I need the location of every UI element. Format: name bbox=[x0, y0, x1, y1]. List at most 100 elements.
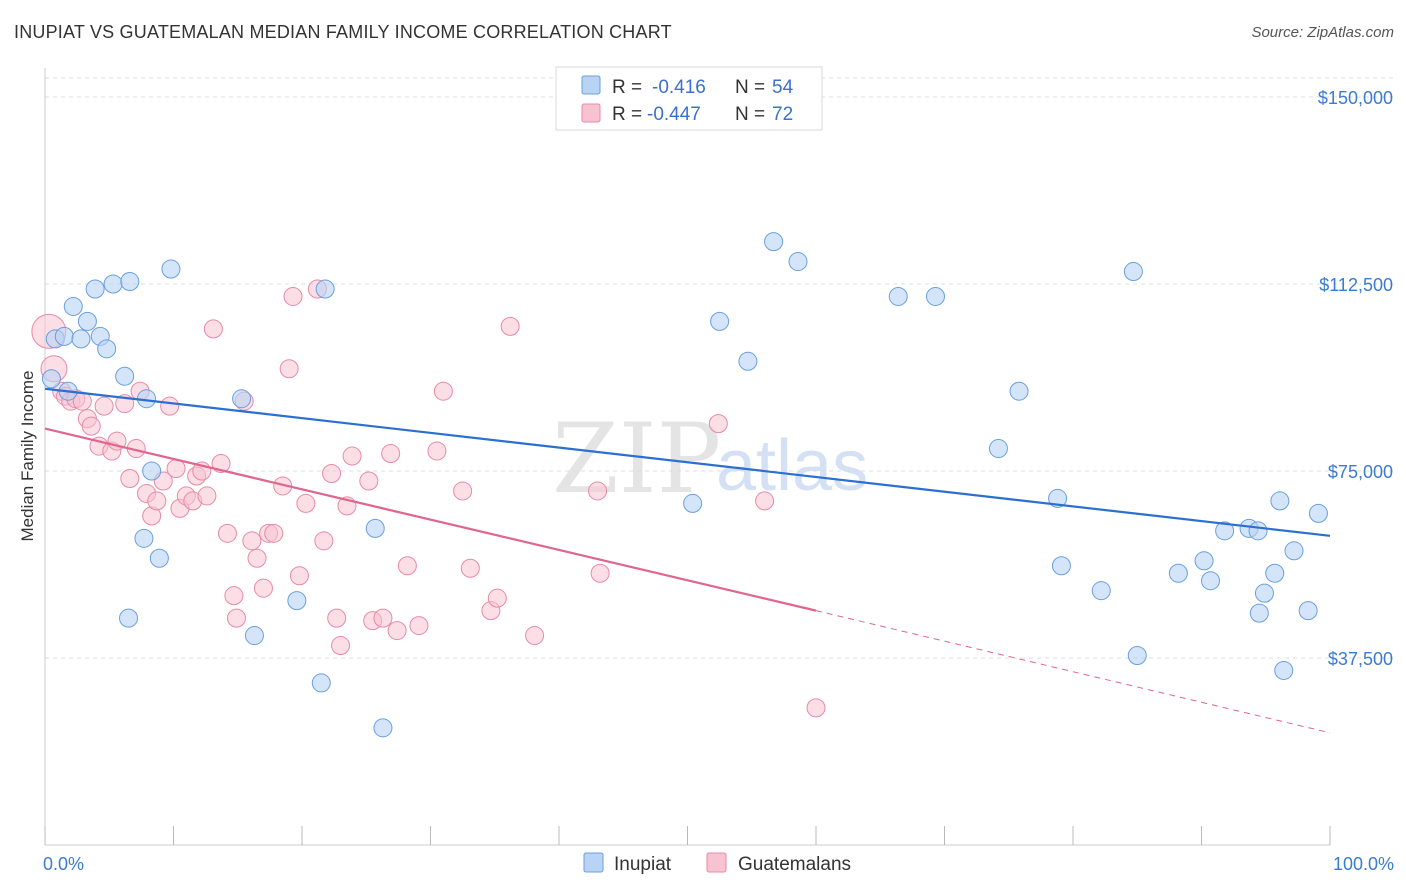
y-tick-label-0: $37,500 bbox=[1328, 649, 1393, 669]
guatemalans-point-28 bbox=[197, 486, 217, 506]
inupiat-point-21 bbox=[287, 591, 307, 611]
guatemalans-point-71 bbox=[806, 698, 826, 718]
guatemalans-point-56 bbox=[387, 621, 407, 641]
inupiat-point-53 bbox=[1308, 503, 1328, 523]
inupiat-point-48 bbox=[1265, 563, 1285, 583]
guatemalans-point-47 bbox=[322, 463, 342, 483]
inupiat-trend-line bbox=[44, 387, 1331, 537]
guatemalans-point-48 bbox=[327, 608, 347, 628]
guatemalans-point-57 bbox=[397, 556, 417, 576]
guatemalans-point-39 bbox=[264, 523, 284, 543]
legend-n-value-inupiat: 54 bbox=[772, 77, 794, 98]
guatemalans-point-58 bbox=[409, 616, 429, 636]
bottom-legend-swatch-guatemalans bbox=[706, 852, 727, 873]
guatemalans-point-61 bbox=[453, 481, 473, 501]
guatemalans-point-66 bbox=[525, 626, 545, 646]
guatemalans-point-65 bbox=[500, 316, 520, 336]
guatemalans-point-8 bbox=[81, 416, 101, 436]
inupiat-point-7 bbox=[85, 279, 105, 299]
guatemalans-point-54 bbox=[373, 608, 393, 628]
inupiat-point-29 bbox=[764, 232, 784, 252]
inupiat-point-35 bbox=[1048, 488, 1068, 508]
legend-swatch-guatemalans bbox=[581, 103, 601, 123]
guatemalans-point-35 bbox=[242, 531, 262, 551]
inupiat-point-47 bbox=[1254, 583, 1274, 603]
legend-n-label-inupiat: N = bbox=[735, 77, 765, 98]
inupiat-point-52 bbox=[1298, 601, 1318, 621]
bottom-legend-swatch-inupiat bbox=[583, 852, 604, 873]
inupiat-point-18 bbox=[161, 259, 181, 279]
bottom-legend: Inupiat Guatemalans bbox=[583, 852, 851, 875]
guatemalans-point-68 bbox=[590, 563, 610, 583]
inupiat-point-26 bbox=[683, 493, 703, 513]
inupiat-point-23 bbox=[315, 279, 335, 299]
trend-lines bbox=[44, 387, 1331, 734]
inupiat-point-9 bbox=[97, 339, 117, 359]
guatemalans-point-33 bbox=[226, 608, 246, 628]
inupiat-point-42 bbox=[1200, 571, 1220, 591]
inupiat-point-43 bbox=[1215, 521, 1235, 541]
chart-title: INUPIAT VS GUATEMALAN MEDIAN FAMILY INCO… bbox=[14, 22, 672, 42]
guatemalans-point-62 bbox=[460, 558, 480, 578]
guatemalans-point-42 bbox=[283, 286, 303, 306]
inupiat-point-49 bbox=[1270, 491, 1290, 511]
inupiat-point-10 bbox=[103, 274, 123, 294]
inupiat-point-39 bbox=[1127, 646, 1147, 666]
y-axis-label: Median Family Income bbox=[18, 370, 37, 541]
bottom-legend-label-inupiat: Inupiat bbox=[614, 854, 672, 875]
guatemalans-point-59 bbox=[427, 441, 447, 461]
guatemalans-point-49 bbox=[331, 636, 351, 656]
inupiat-point-33 bbox=[1009, 381, 1029, 401]
inupiat-point-31 bbox=[888, 286, 908, 306]
inupiat-point-32 bbox=[926, 286, 946, 306]
legend-r-label-guatemalans: R = bbox=[612, 104, 642, 125]
guatemalans-points bbox=[31, 279, 826, 718]
legend-r-value-guatemalans: -0.447 bbox=[647, 104, 701, 125]
inupiat-point-5 bbox=[71, 329, 91, 349]
source-label: Source: ZipAtlas.com bbox=[1251, 24, 1394, 41]
inupiat-point-46 bbox=[1249, 603, 1269, 623]
guatemalans-point-31 bbox=[217, 523, 237, 543]
inupiat-point-45 bbox=[1248, 521, 1268, 541]
y-tick-labels: $37,500 $75,000 $112,500 $150,000 bbox=[1318, 88, 1393, 669]
guatemalans-point-55 bbox=[381, 444, 401, 464]
inupiat-point-30 bbox=[788, 252, 808, 272]
legend: R = -0.416 N = 54 R = -0.447 N = 72 bbox=[555, 66, 823, 131]
guatemalans-point-19 bbox=[147, 491, 167, 511]
guatemalans-point-21 bbox=[160, 396, 180, 416]
inupiat-point-16 bbox=[142, 461, 162, 481]
legend-n-label-guatemalans: N = bbox=[735, 104, 765, 125]
inupiat-point-36 bbox=[1051, 556, 1071, 576]
guatemalans-point-41 bbox=[279, 359, 299, 379]
inupiat-point-0 bbox=[41, 369, 61, 389]
y-tick-label-3: $150,000 bbox=[1318, 88, 1393, 108]
inupiat-point-41 bbox=[1194, 551, 1214, 571]
inupiat-point-24 bbox=[365, 518, 385, 538]
x-tick-min: 0.0% bbox=[43, 854, 84, 874]
inupiat-point-22 bbox=[311, 673, 331, 693]
inupiat-point-20 bbox=[244, 626, 264, 646]
guatemalans-point-36 bbox=[247, 548, 267, 568]
inupiat-point-27 bbox=[710, 311, 730, 331]
inupiat-point-13 bbox=[120, 272, 140, 292]
legend-r-value-inupiat: -0.416 bbox=[652, 77, 706, 98]
bottom-legend-label-guatemalans: Guatemalans bbox=[738, 854, 851, 875]
y-tick-label-1: $75,000 bbox=[1328, 462, 1393, 482]
guatemalans-point-32 bbox=[224, 586, 244, 606]
guatemalans-point-10 bbox=[94, 396, 114, 416]
legend-r-label-inupiat: R = bbox=[612, 77, 642, 98]
axes bbox=[44, 68, 1331, 846]
inupiat-point-11 bbox=[115, 366, 135, 386]
guatemalans-point-69 bbox=[708, 414, 728, 434]
guatemalans-point-51 bbox=[342, 446, 362, 466]
guatemalans-point-43 bbox=[289, 566, 309, 586]
grid-lines bbox=[45, 77, 1395, 659]
inupiat-point-17 bbox=[149, 548, 169, 568]
guatemalans-point-70 bbox=[755, 491, 775, 511]
guatemalans-point-60 bbox=[433, 381, 453, 401]
watermark-atlas: atlas bbox=[716, 426, 868, 506]
inupiat-point-2 bbox=[54, 326, 74, 346]
inupiat-point-40 bbox=[1168, 563, 1188, 583]
guatemalans-point-22 bbox=[166, 459, 186, 479]
